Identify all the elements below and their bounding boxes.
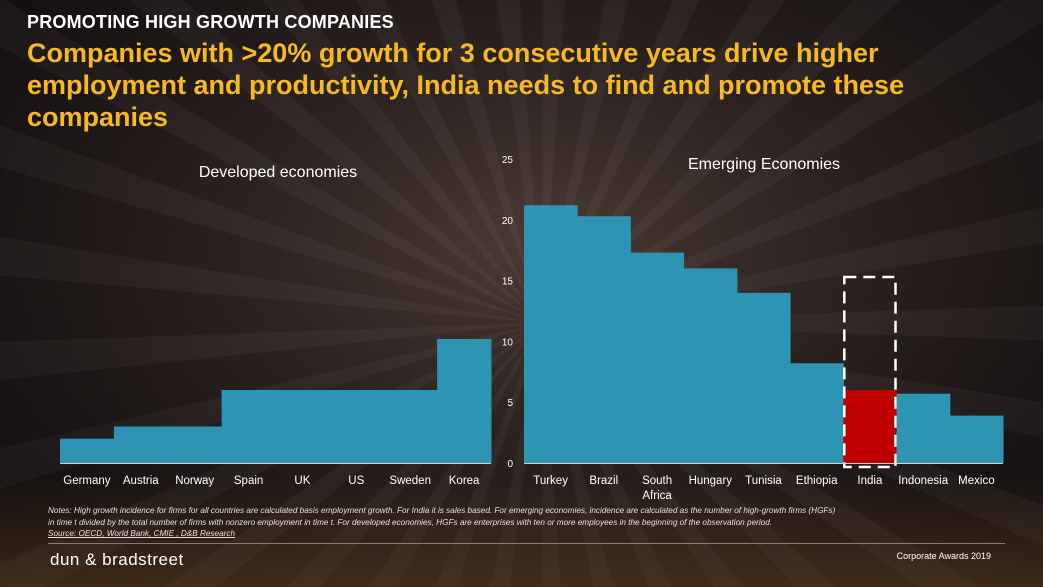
chart-title-1: Developed economies	[199, 164, 357, 181]
x-tick-label: Brazil	[589, 475, 618, 487]
x-tick-label: Indonesia	[898, 475, 948, 487]
x-tick-label: Hungary	[689, 475, 733, 487]
x-tick-label: Austria	[123, 475, 159, 487]
bar-mexico	[949, 415, 1004, 463]
x-tick-label: Tunisia	[745, 475, 782, 487]
bar-south-africa	[630, 252, 685, 463]
x-tick-label: US	[348, 475, 364, 487]
bar-turkey	[524, 205, 578, 463]
source-line: Source: OECD, World Bank, CMIE , D&B Res…	[48, 529, 236, 538]
x-tick-label: Africa	[642, 490, 672, 502]
bar-uk	[275, 390, 330, 463]
bar-sweden	[383, 390, 438, 463]
bar-india	[843, 390, 897, 463]
x-tick-label: Turkey	[533, 475, 568, 487]
x-tick-label: Mexico	[958, 475, 994, 487]
event-label: Corporate Awards 2019	[896, 551, 991, 561]
x-tick-label: Germany	[63, 475, 111, 487]
bar-austria	[113, 426, 169, 463]
bar-hungary	[683, 268, 738, 463]
y-tick-label: 10	[502, 337, 514, 348]
bar-brazil	[577, 216, 631, 463]
bar-us	[329, 390, 384, 463]
y-tick-label: 15	[502, 277, 514, 288]
x-tick-label: Norway	[175, 475, 214, 487]
bar-indonesia	[896, 393, 951, 463]
header: PROMOTING HIGH GROWTH COMPANIES Companie…	[27, 12, 1023, 133]
section-kicker: PROMOTING HIGH GROWTH COMPANIES	[27, 12, 394, 32]
x-tick-label: Korea	[449, 475, 480, 487]
x-tick-label: UK	[294, 475, 310, 487]
x-tick-label: Ethiopia	[796, 475, 838, 487]
bar-germany	[60, 438, 115, 463]
bar-tunisia	[736, 292, 791, 463]
notes: Notes: High growth incidence for firms f…	[48, 505, 1013, 540]
notes-line-2: in time t divided by the total number of…	[48, 517, 773, 527]
notes-line-1: Notes: High growth incidence for firms f…	[48, 506, 836, 515]
x-tick-label: Sweden	[389, 475, 431, 487]
x-tick-label: South	[642, 475, 672, 487]
page-headline: Companies with >20% growth for 3 consecu…	[27, 38, 905, 132]
bar-norway	[167, 426, 223, 463]
y-tick-label: 20	[502, 216, 514, 227]
dnb-logo: dun & bradstreet	[50, 550, 184, 569]
bar-spain	[221, 390, 276, 463]
india-highlight-box	[843, 275, 897, 469]
y-tick-label: 0	[507, 459, 513, 470]
bar-ethiopia	[790, 363, 844, 463]
y-tick-label: 5	[507, 398, 513, 409]
y-tick-label: 25	[502, 155, 514, 166]
chart-title-2: Emerging Economies	[688, 156, 840, 173]
footer-divider	[48, 543, 1005, 544]
x-tick-label: India	[857, 475, 883, 487]
x-tick-label: Spain	[234, 475, 263, 487]
bar-korea	[437, 339, 492, 463]
